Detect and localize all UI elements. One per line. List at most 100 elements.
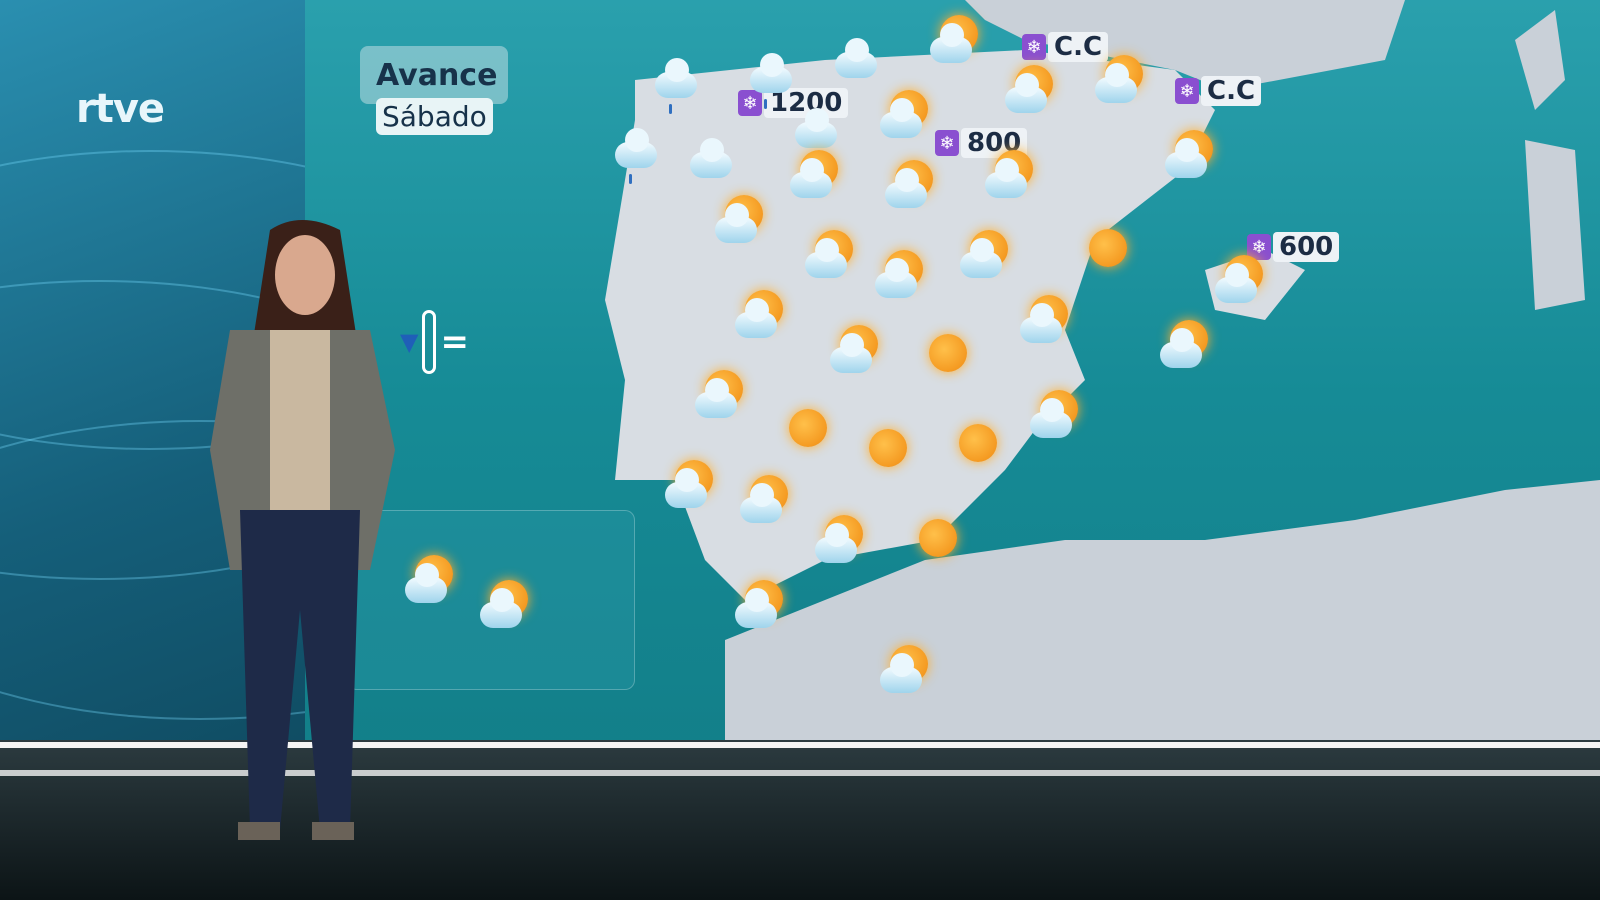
rain-drop-icon [629, 174, 632, 184]
cloud-rain-icon [615, 120, 663, 184]
sun-cloud-icon [1030, 390, 1078, 438]
sun-cloud-icon [480, 580, 528, 628]
sun-cloud-icon [930, 15, 978, 63]
cloud-icon [880, 98, 922, 138]
cloud-rain-icon [655, 50, 703, 114]
cloud-icon [735, 588, 777, 628]
sun-cloud-icon [740, 475, 788, 523]
cloud-icon [1020, 303, 1062, 343]
weather-map-screen [305, 0, 1600, 790]
sun-cloud-icon [830, 325, 878, 373]
forecast-day: Sábado [376, 98, 493, 135]
cloud-icon [750, 53, 792, 93]
sun-icon [1089, 229, 1127, 267]
sun-cloud-icon [1005, 65, 1053, 113]
cloud-icon [1095, 63, 1137, 103]
cloud-icon [665, 468, 707, 508]
iberian-peninsula [605, 50, 1215, 600]
sun-cloud-icon [1215, 255, 1263, 303]
sun-cloud-icon [1160, 320, 1208, 368]
sun-cloud-icon [880, 645, 928, 693]
cloud-icon [690, 130, 738, 178]
cloud-icon [795, 108, 837, 148]
cloud-icon [1215, 263, 1257, 303]
cloud-icon [805, 238, 847, 278]
equal-icon: = [440, 322, 469, 362]
sun-cloud-icon [735, 290, 783, 338]
cloud-icon [885, 168, 927, 208]
cloud-icon [655, 58, 697, 98]
cloud-icon [715, 203, 757, 243]
iberia-map [605, 0, 1600, 790]
snowflake-icon: ❄ [935, 130, 959, 156]
forecast-title: Avance [376, 58, 498, 93]
cloud-icon [790, 158, 832, 198]
cloud-icon [835, 30, 883, 78]
sun-cloud-icon [985, 150, 1033, 198]
cloud-icon [880, 653, 922, 693]
temperature-trend: ▼ = [400, 310, 469, 374]
cloud-icon [1005, 73, 1047, 113]
sun-icon [865, 425, 913, 473]
sun-icon [789, 409, 827, 447]
cloud-icon [835, 38, 877, 78]
sun-cloud-icon [790, 150, 838, 198]
sun-cloud-icon [960, 230, 1008, 278]
sun-icon [955, 420, 1003, 468]
cloud-icon [690, 138, 732, 178]
sun-cloud-icon [805, 230, 853, 278]
snow-level-label: ❄ 600 [1247, 232, 1340, 262]
cloud-icon [695, 378, 737, 418]
sun-cloud-icon [405, 555, 453, 603]
cloud-icon [960, 238, 1002, 278]
sun-cloud-icon [695, 370, 743, 418]
cloud-icon [1165, 138, 1207, 178]
snow-level-label: ❄ C.C [1175, 76, 1262, 106]
africa [725, 480, 1600, 790]
snowflake-icon: ❄ [1175, 78, 1199, 104]
sun-icon [785, 405, 833, 453]
corsica-sardinia [1515, 10, 1585, 310]
sun-cloud-icon [715, 195, 763, 243]
down-arrow-icon: ▼ [400, 328, 419, 356]
snowflake-icon: ❄ [1022, 34, 1046, 60]
rtve-logo: rtve [76, 86, 165, 132]
rain-drop-icon [669, 104, 672, 114]
rain-drop-icon [764, 99, 767, 109]
snow-level-label: ❄ C.C [1022, 32, 1109, 62]
cloud-icon [735, 298, 777, 338]
sun-icon [959, 424, 997, 462]
sun-cloud-icon [815, 515, 863, 563]
cloud-icon [480, 588, 522, 628]
sun-cloud-icon [1165, 130, 1213, 178]
france-coast [965, 0, 1405, 90]
cloud-icon [615, 128, 657, 168]
cloud-icon [405, 563, 447, 603]
cloud-rain-icon [750, 45, 798, 109]
floor-light-stripe [0, 742, 1600, 748]
cloud-icon [985, 158, 1027, 198]
sun-icon [1085, 225, 1133, 273]
thermometer-icon [422, 310, 437, 374]
cloud-icon [795, 100, 843, 148]
sun-cloud-icon [875, 250, 923, 298]
sun-icon [929, 334, 967, 372]
floor-light-stripe [0, 770, 1600, 776]
sun-cloud-icon [1020, 295, 1068, 343]
sun-icon [869, 429, 907, 467]
sun-cloud-icon [665, 460, 713, 508]
cloud-icon [875, 258, 917, 298]
cloud-icon [1030, 398, 1072, 438]
cloud-icon [830, 333, 872, 373]
cloud-icon [815, 523, 857, 563]
sun-icon [919, 519, 957, 557]
sun-icon [915, 515, 963, 563]
sun-cloud-icon [735, 580, 783, 628]
cloud-icon [1160, 328, 1202, 368]
presenter [210, 220, 395, 840]
title-box [360, 46, 508, 104]
snowflake-icon: ❄ [738, 90, 762, 116]
cloud-icon [930, 23, 972, 63]
sun-cloud-icon [1095, 55, 1143, 103]
cloud-icon [740, 483, 782, 523]
